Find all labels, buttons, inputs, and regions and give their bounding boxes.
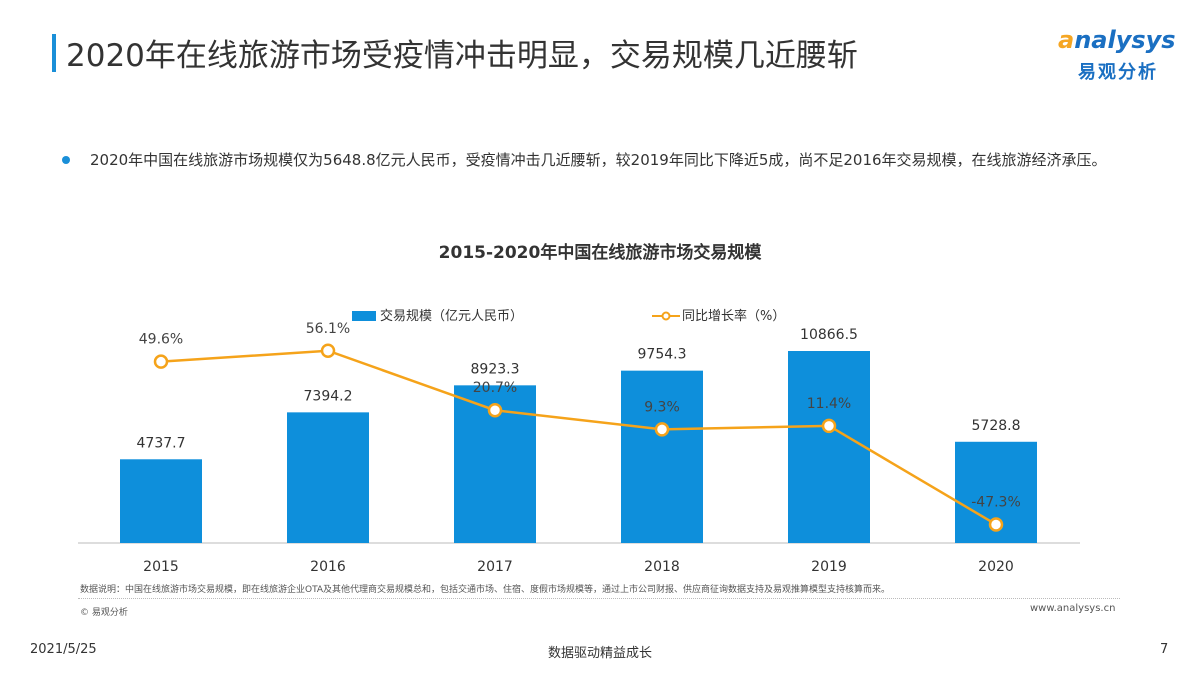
growth-label-2019: 11.4% [807, 396, 851, 412]
logo-text: nalysys [1074, 26, 1176, 54]
growth-point-2019 [821, 418, 837, 434]
growth-label-2020: -47.3% [971, 494, 1021, 510]
x-tick-2015: 2015 [143, 559, 179, 575]
growth-label-2018: 9.3% [644, 399, 680, 415]
date: 2021/5/25 [30, 642, 97, 657]
summary-text: 2020年中国在线旅游市场规模仅为5648.8亿元人民币，受疫情冲击几近腰斩，较… [90, 151, 1107, 169]
growth-label-2017: 20.7% [473, 380, 517, 396]
bar-label-2019: 10866.5 [800, 327, 858, 343]
page-title: 2020年在线旅游市场受疫情冲击明显，交易规模几近腰斩 [66, 38, 858, 74]
x-tick-2017: 2017 [477, 559, 513, 575]
bar-label-2016: 7394.2 [304, 388, 353, 404]
growth-point-2017 [487, 402, 503, 418]
legend-bar-swatch [352, 311, 376, 321]
source-url: www.analysys.cn [1030, 603, 1116, 614]
x-tick-2020: 2020 [978, 559, 1014, 575]
slogan: 数据驱动精益成长 [547, 646, 652, 661]
bar-2018 [621, 370, 703, 543]
x-tick-2018: 2018 [644, 559, 680, 575]
legend-line-marker [661, 311, 671, 321]
logo-a: a [1058, 26, 1075, 54]
bar-label-2018: 9754.3 [638, 347, 687, 363]
bar-2019 [788, 351, 870, 543]
legend-bar-label: 交易规模（亿元人民币） [380, 308, 523, 324]
growth-point-2018 [654, 422, 670, 437]
bullet-dot-icon [62, 156, 70, 164]
growth-label-2016: 56.1% [306, 321, 350, 337]
growth-point-2015 [153, 354, 169, 369]
x-tick-2019: 2019 [811, 559, 847, 575]
data-note: 数据说明：中国在线旅游市场交易规模，即在线旅游企业OTA及其他代理商交易规模总和… [80, 585, 891, 595]
bar-2015 [120, 459, 202, 543]
copyright: © 易观分析 [80, 608, 128, 618]
logo-cn: 易观分析 [1078, 62, 1158, 83]
title-accent-bar [52, 34, 56, 72]
bar-label-2020: 5728.8 [972, 418, 1021, 434]
growth-point-2020 [988, 517, 1004, 532]
chart-title: 2015-2020年中国在线旅游市场交易规模 [438, 243, 762, 263]
logo: analysys [1058, 26, 1176, 54]
growth-label-2015: 49.6% [139, 332, 183, 348]
growth-point-2016 [320, 343, 336, 359]
growth-line [160, 349, 997, 526]
bar-label-2015: 4737.7 [137, 435, 186, 451]
legend-line-label: 同比增长率（%） [682, 308, 785, 324]
x-tick-2016: 2016 [310, 559, 346, 575]
bar-label-2017: 8923.3 [471, 361, 520, 377]
bar-2016 [287, 412, 369, 543]
divider [78, 598, 1120, 599]
page-number: 7 [1160, 642, 1169, 657]
